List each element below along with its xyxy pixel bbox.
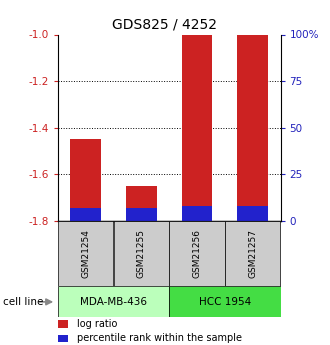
Bar <box>182 206 212 221</box>
Bar <box>70 208 101 221</box>
Text: HCC 1954: HCC 1954 <box>199 297 251 307</box>
Bar <box>169 221 224 286</box>
Bar <box>237 206 268 221</box>
Text: log ratio: log ratio <box>77 319 118 329</box>
Text: GSM21256: GSM21256 <box>192 229 202 278</box>
Bar <box>237 34 268 221</box>
Bar <box>70 139 101 221</box>
Bar <box>114 221 169 286</box>
Bar <box>58 286 169 317</box>
Text: MDA-MB-436: MDA-MB-436 <box>80 297 147 307</box>
Text: GSM21255: GSM21255 <box>137 229 146 278</box>
Bar <box>58 221 113 286</box>
Bar <box>225 221 280 286</box>
Bar <box>169 286 280 317</box>
Bar <box>126 208 157 221</box>
Text: GSM21257: GSM21257 <box>248 229 257 278</box>
Bar <box>126 186 157 221</box>
Bar <box>58 335 68 342</box>
Text: GDS825 / 4252: GDS825 / 4252 <box>113 17 217 31</box>
Text: GSM21254: GSM21254 <box>81 229 90 278</box>
Text: cell line: cell line <box>3 297 44 307</box>
Bar <box>182 34 212 221</box>
Text: percentile rank within the sample: percentile rank within the sample <box>77 333 242 343</box>
Bar <box>58 320 68 328</box>
